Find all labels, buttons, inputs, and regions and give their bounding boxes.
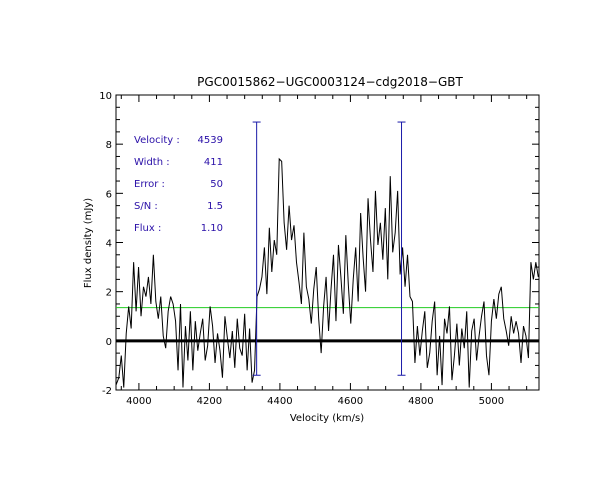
y-tick-label: 6 bbox=[106, 189, 112, 200]
x-tick-label: 4800 bbox=[408, 396, 433, 407]
spectrum-line bbox=[116, 157, 539, 388]
annotation-value: 1.5 bbox=[207, 201, 223, 212]
y-tick-label: -2 bbox=[102, 386, 112, 397]
annotation-value: 4539 bbox=[198, 135, 223, 146]
x-tick-label: 5000 bbox=[479, 396, 504, 407]
y-tick-label: 4 bbox=[106, 239, 112, 250]
annotation-label: Velocity : bbox=[134, 135, 180, 146]
annotation-label: Width : bbox=[134, 157, 170, 168]
x-tick-label: 4000 bbox=[126, 396, 151, 407]
x-tick-label: 4200 bbox=[197, 396, 222, 407]
annotation-value: 50 bbox=[210, 179, 223, 190]
x-axis-label: Velocity (km/s) bbox=[290, 413, 364, 424]
annotation-value: 1.10 bbox=[201, 223, 223, 234]
annotation-value: 411 bbox=[204, 157, 223, 168]
annotation-label: Error : bbox=[134, 179, 165, 190]
chart-title: PGC0015862−UGC0003124−cdg2018−GBT bbox=[197, 75, 463, 89]
x-tick-label: 4600 bbox=[338, 396, 363, 407]
y-tick-label: 2 bbox=[106, 288, 112, 299]
y-axis-label: Flux density (mJy) bbox=[83, 198, 94, 288]
plot-area: 4000 4200 4400 4600 4800 5000 -2 0 2 4 6 8 10 Velocit… bbox=[99, 91, 540, 407]
y-tick-label: 8 bbox=[106, 140, 112, 151]
annotation-label: Flux : bbox=[134, 223, 161, 234]
y-tick-label: 0 bbox=[106, 337, 112, 348]
y-tick-label: 10 bbox=[99, 91, 112, 102]
annotation-label: S/N : bbox=[134, 201, 158, 212]
x-tick-label: 4400 bbox=[267, 396, 292, 407]
